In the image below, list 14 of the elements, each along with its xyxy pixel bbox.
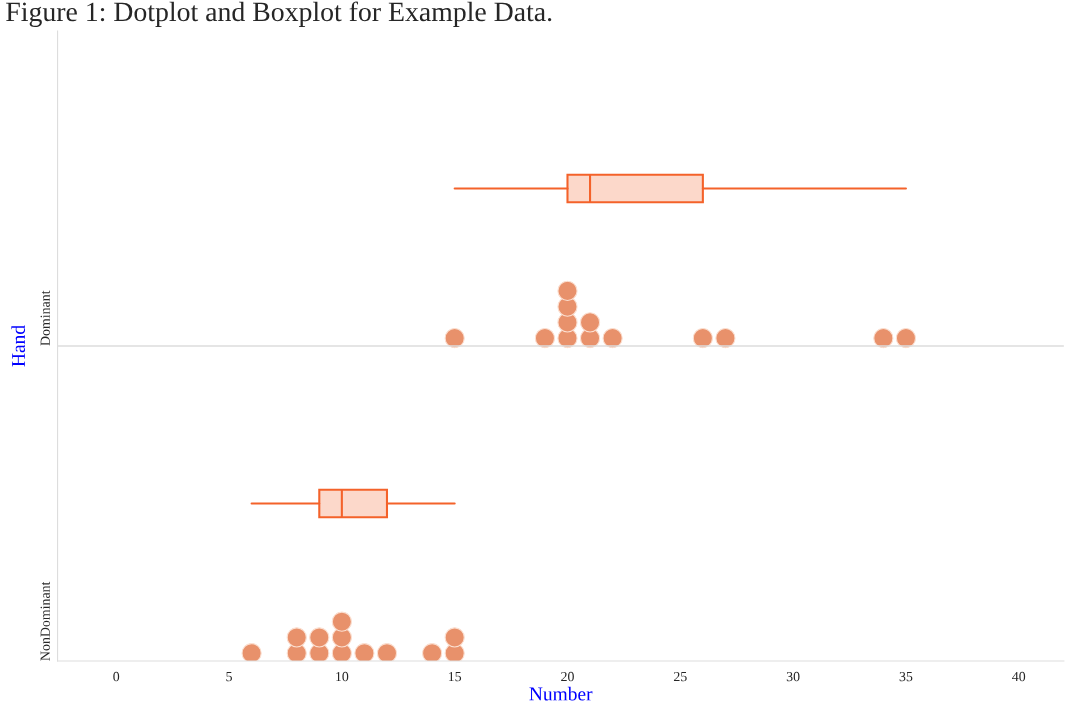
x-tick-label: 35 xyxy=(899,671,913,682)
x-tick-label: 25 xyxy=(673,671,687,682)
y-axis-title: Hand xyxy=(11,325,26,367)
x-tick-label: 15 xyxy=(448,671,462,682)
x-tick-label: 5 xyxy=(226,672,232,682)
chart-title: Figure 1: Dotplot and Boxplot for Example Data. xyxy=(6,1,552,27)
x-tick-label: 30 xyxy=(786,671,800,682)
y-tick-label: NonDominant xyxy=(40,581,50,661)
x-tick-label: 0 xyxy=(113,671,120,682)
x-tick-label: 20 xyxy=(561,671,574,682)
x-tick-label: 10 xyxy=(336,671,349,682)
x-axis-title: Number xyxy=(529,686,593,701)
x-tick-label: 40 xyxy=(1012,671,1026,682)
y-tick-label: Dominant xyxy=(40,290,50,346)
